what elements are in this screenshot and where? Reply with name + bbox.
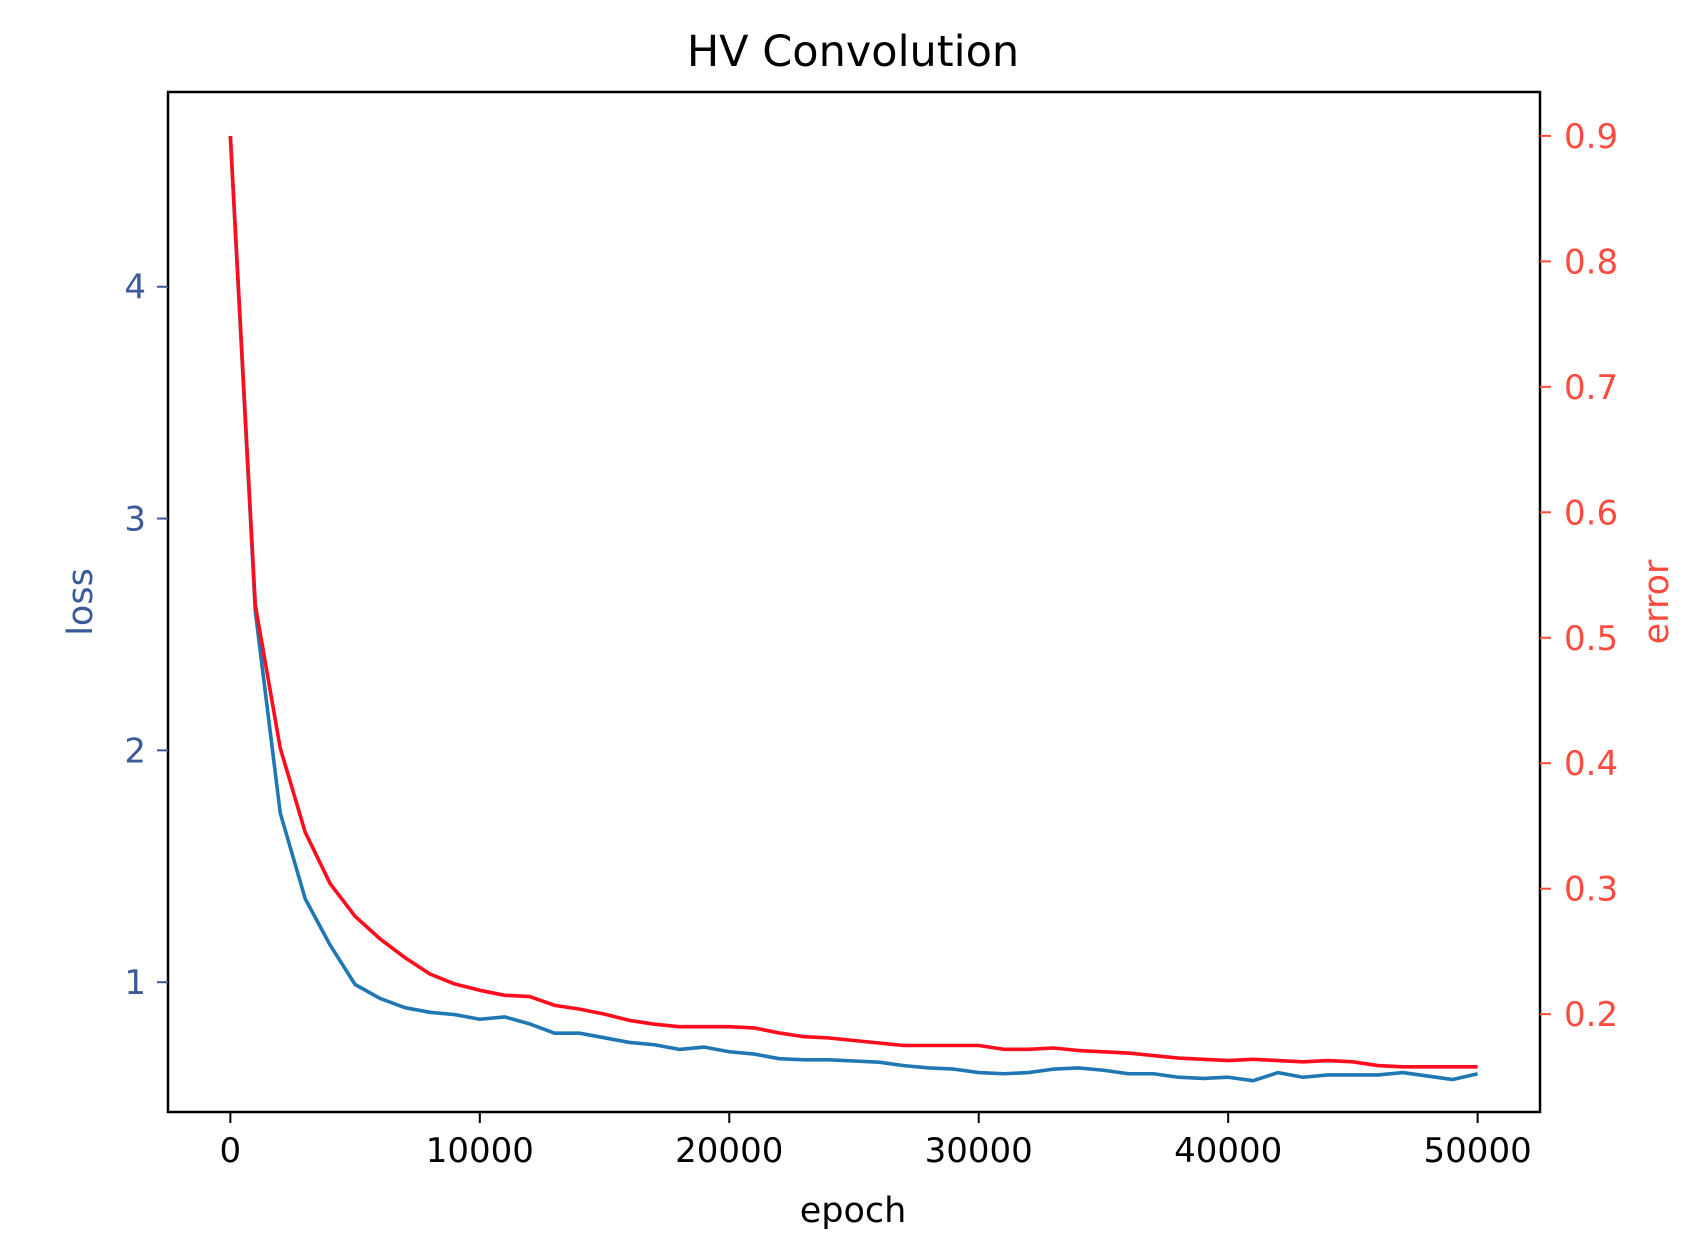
x-tick-label: 30000 <box>925 1131 1033 1171</box>
plot-frame <box>166 90 1542 1114</box>
y-left-tick-label: 2 <box>124 731 146 771</box>
y-right-tick-label: 0.7 <box>1564 368 1618 408</box>
y-left-tick-label: 4 <box>124 268 146 308</box>
y-right-tick-label: 0.9 <box>1564 117 1618 157</box>
x-tick-label: 20000 <box>675 1131 783 1171</box>
y-left-tick-label: 1 <box>124 963 146 1003</box>
y-right-tick-label: 0.4 <box>1564 744 1618 784</box>
x-tick-label: 10000 <box>426 1131 534 1171</box>
y-left-axis-ticks: 1 2 3 4 <box>124 268 168 1003</box>
y-right-axis-ticks: 0.2 0.3 0.4 0.5 0.6 0.7 0.8 0.9 <box>1540 117 1618 1035</box>
y-right-tick-label: 0.2 <box>1564 995 1618 1035</box>
x-axis-ticks: 0 10000 20000 30000 40000 50000 <box>220 1112 1532 1171</box>
y-right-tick-label: 0.5 <box>1564 619 1618 659</box>
y-right-tick-label: 0.3 <box>1564 870 1618 910</box>
y-left-axis-label: loss <box>61 568 101 636</box>
error-series-line <box>228 135 1478 1069</box>
x-tick-label: 50000 <box>1424 1131 1532 1171</box>
y-right-tick-label: 0.6 <box>1564 493 1618 533</box>
x-tick-label: 40000 <box>1174 1131 1282 1171</box>
y-right-axis-label: error <box>1637 559 1677 644</box>
y-right-tick-label: 0.8 <box>1564 242 1618 282</box>
x-axis-label: epoch <box>800 1191 907 1231</box>
chart-title: HV Convolution <box>687 27 1019 77</box>
y-left-tick-label: 3 <box>124 500 146 540</box>
loss-series-line <box>228 135 1479 1083</box>
plot-lines <box>228 135 1479 1083</box>
x-tick-label: 0 <box>220 1131 242 1171</box>
